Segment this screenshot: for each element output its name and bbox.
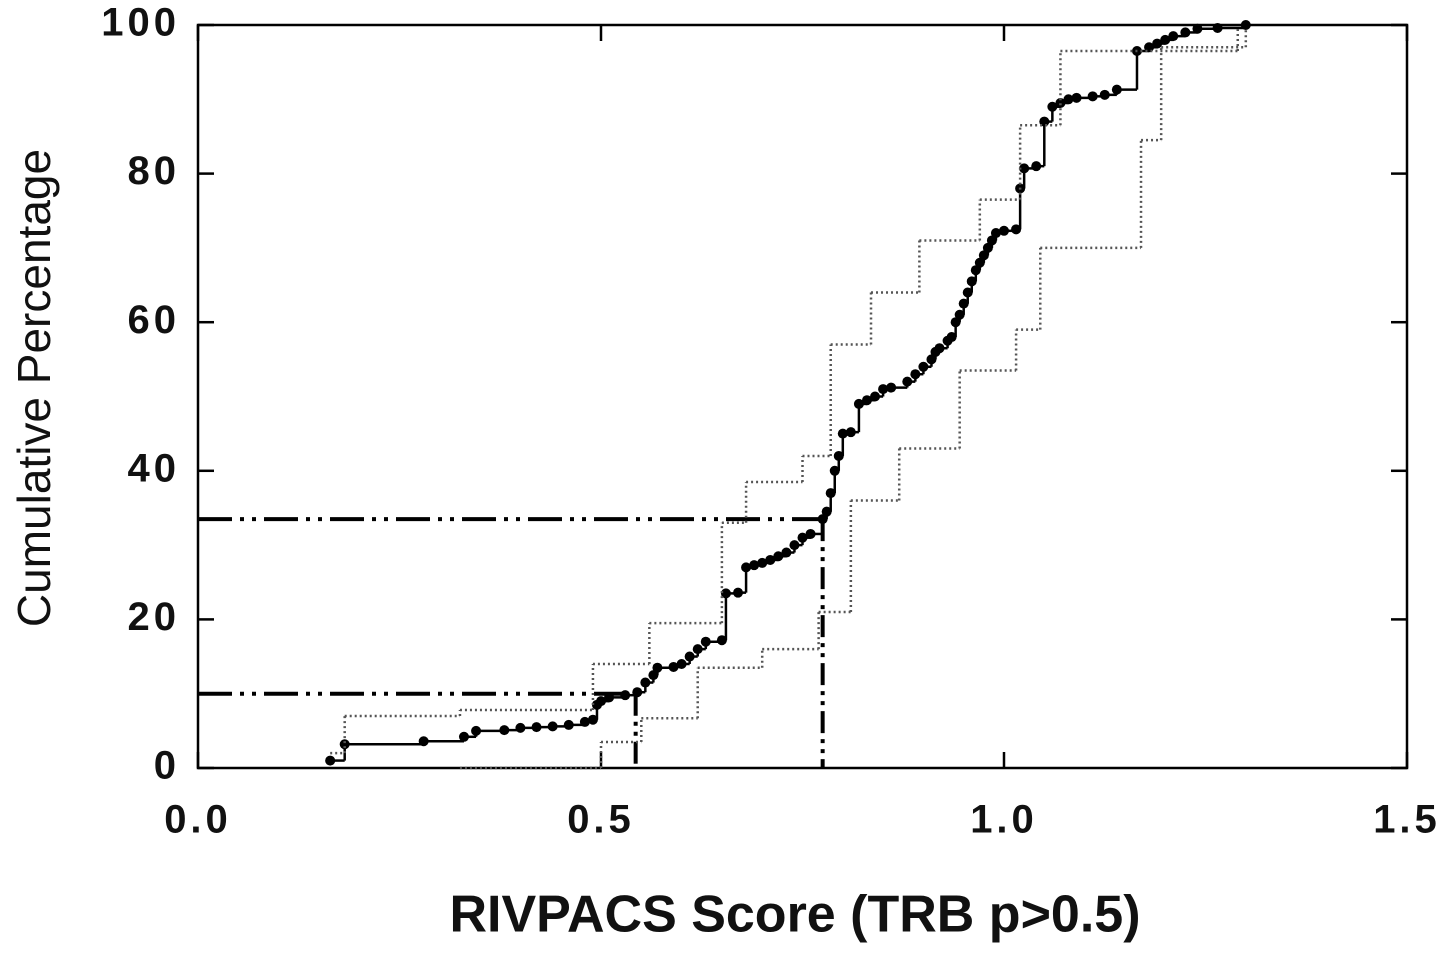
data-point bbox=[733, 587, 744, 598]
data-point bbox=[499, 725, 510, 736]
data-point bbox=[471, 725, 482, 736]
data-point bbox=[773, 551, 784, 562]
data-point bbox=[829, 465, 840, 476]
data-point bbox=[970, 265, 981, 276]
data-point bbox=[966, 276, 977, 287]
data-point bbox=[620, 690, 631, 701]
y-tick-label: 0 bbox=[154, 744, 180, 788]
data-point bbox=[833, 450, 844, 461]
data-point bbox=[765, 554, 776, 565]
data-point bbox=[648, 670, 659, 681]
data-point bbox=[596, 696, 606, 707]
x-tick-label: 1.0 bbox=[970, 798, 1038, 842]
data-point bbox=[531, 722, 542, 733]
data-point bbox=[1111, 84, 1122, 95]
data-point bbox=[797, 532, 808, 543]
data-point bbox=[547, 721, 558, 732]
data-point bbox=[946, 332, 957, 343]
data-point bbox=[1055, 98, 1066, 109]
data-point bbox=[821, 506, 832, 517]
data-point bbox=[837, 428, 848, 439]
data-point bbox=[1011, 224, 1022, 235]
data-point bbox=[974, 257, 985, 268]
data-point bbox=[878, 384, 889, 395]
data-point bbox=[1031, 161, 1042, 172]
data-point bbox=[886, 382, 897, 393]
data-point bbox=[640, 677, 651, 688]
data-point bbox=[692, 644, 703, 655]
data-point bbox=[853, 398, 864, 409]
y-tick-label: 20 bbox=[128, 595, 181, 639]
data-point bbox=[1160, 34, 1171, 45]
data-point bbox=[741, 562, 752, 573]
data-point bbox=[954, 309, 965, 320]
data-point bbox=[604, 692, 615, 703]
data-point bbox=[982, 242, 993, 253]
data-point bbox=[1152, 38, 1163, 49]
y-tick-label: 100 bbox=[101, 1, 180, 45]
data-point bbox=[325, 755, 336, 766]
y-tick-label: 60 bbox=[128, 298, 181, 342]
data-point bbox=[1240, 20, 1251, 30]
data-point bbox=[817, 514, 828, 525]
data-point bbox=[749, 560, 760, 571]
data-point bbox=[861, 395, 872, 406]
data-point bbox=[934, 343, 945, 354]
x-axis-label: RIVPACS Score (TRB p>0.5) bbox=[449, 886, 1140, 944]
data-point bbox=[720, 588, 731, 599]
data-point bbox=[652, 662, 663, 673]
data-point bbox=[1099, 89, 1110, 100]
data-point bbox=[676, 658, 687, 669]
data-point bbox=[978, 250, 989, 261]
data-point bbox=[418, 736, 429, 747]
data-point bbox=[1212, 22, 1223, 33]
data-point bbox=[950, 317, 961, 328]
data-point bbox=[1063, 94, 1074, 105]
data-point bbox=[958, 298, 969, 309]
data-point bbox=[781, 547, 792, 558]
data-point bbox=[458, 731, 469, 742]
data-point bbox=[668, 661, 679, 672]
data-point bbox=[990, 228, 1001, 239]
data-point bbox=[579, 716, 590, 727]
x-tick-label: 0.5 bbox=[567, 798, 635, 842]
y-tick-label: 80 bbox=[128, 149, 181, 193]
data-point bbox=[757, 557, 768, 568]
x-tick-label: 1.5 bbox=[1373, 798, 1441, 842]
data-point bbox=[563, 719, 574, 730]
data-point bbox=[926, 354, 937, 365]
y-tick-label: 40 bbox=[128, 446, 181, 490]
x-tick-label: 0.0 bbox=[164, 798, 232, 842]
data-point bbox=[632, 687, 643, 698]
data-point bbox=[1180, 27, 1191, 38]
data-point bbox=[986, 235, 997, 246]
data-point bbox=[910, 369, 921, 380]
data-point bbox=[1019, 163, 1030, 174]
data-point bbox=[845, 427, 856, 438]
data-point bbox=[789, 540, 800, 551]
data-point bbox=[870, 391, 881, 402]
data-point bbox=[339, 739, 350, 750]
data-point bbox=[684, 651, 695, 662]
y-axis-label: Cumulative Percentage bbox=[8, 149, 60, 627]
data-point bbox=[1192, 23, 1203, 34]
data-point bbox=[1168, 31, 1179, 42]
data-point bbox=[515, 722, 526, 733]
data-point bbox=[918, 361, 929, 372]
plot-frame bbox=[196, 23, 1409, 770]
data-point bbox=[999, 225, 1009, 236]
data-point bbox=[700, 636, 711, 647]
data-point bbox=[1047, 101, 1058, 112]
data-point bbox=[902, 376, 913, 387]
data-point bbox=[1087, 91, 1098, 102]
data-point bbox=[1071, 92, 1082, 103]
data-point bbox=[587, 714, 598, 725]
data-point bbox=[962, 287, 973, 298]
data-point bbox=[805, 528, 816, 539]
data-point bbox=[825, 488, 836, 499]
data-point bbox=[716, 635, 727, 646]
